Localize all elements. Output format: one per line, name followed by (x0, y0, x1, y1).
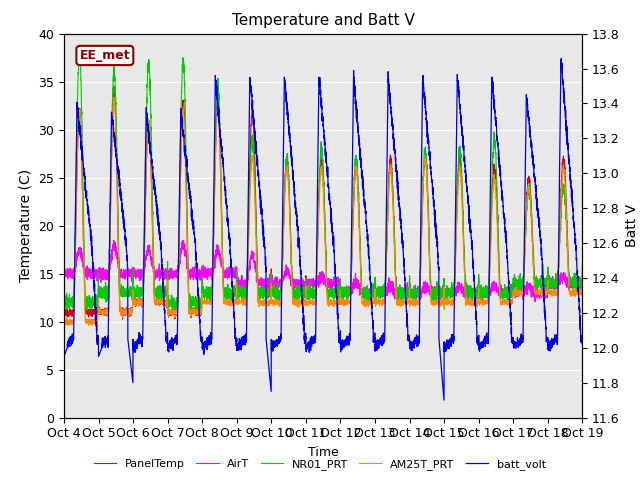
X-axis label: Time: Time (308, 446, 339, 459)
NR01_PRT (60, 302, 68, 308)
AM25T_PRT (154, 300, 161, 306)
NR01_PRT (304, 297, 312, 302)
batt_volt (557, 55, 565, 61)
AirT (468, 288, 476, 294)
PanelTemp (60, 310, 68, 315)
AirT (439, 290, 447, 296)
PanelTemp (469, 288, 477, 293)
NR01_PRT (440, 292, 447, 298)
PanelTemp (440, 293, 447, 299)
Y-axis label: Batt V: Batt V (625, 204, 639, 247)
PanelTemp (411, 292, 419, 298)
batt_volt (579, 335, 586, 340)
AM25T_PRT (440, 302, 447, 308)
AirT (579, 278, 586, 284)
Line: AirT: AirT (64, 240, 582, 301)
batt_volt (410, 336, 418, 342)
batt_volt (60, 354, 68, 360)
PanelTemp (304, 294, 312, 300)
Line: NR01_PRT: NR01_PRT (64, 51, 582, 312)
PanelTemp (578, 277, 586, 283)
AM25T_PRT (578, 287, 586, 292)
Line: PanelTemp: PanelTemp (64, 86, 582, 319)
NR01_PRT (171, 310, 179, 315)
Y-axis label: Temperature (C): Temperature (C) (19, 169, 33, 282)
Line: AM25T_PRT: AM25T_PRT (64, 97, 582, 325)
batt_volt (440, 397, 448, 403)
PanelTemp (579, 263, 586, 268)
AM25T_PRT (411, 301, 419, 307)
Text: EE_met: EE_met (79, 49, 130, 62)
batt_volt (304, 345, 312, 351)
NR01_PRT (411, 292, 419, 298)
AM25T_PRT (110, 94, 118, 100)
AM25T_PRT (85, 323, 93, 328)
AirT (179, 237, 187, 243)
AirT (154, 271, 161, 277)
PanelTemp (119, 316, 127, 322)
Legend: PanelTemp, AirT, NR01_PRT, AM25T_PRT, batt_volt: PanelTemp, AirT, NR01_PRT, AM25T_PRT, ba… (90, 455, 550, 474)
AirT (60, 275, 68, 281)
AM25T_PRT (579, 273, 586, 279)
NR01_PRT (579, 269, 586, 275)
batt_volt (468, 256, 476, 262)
AirT (531, 299, 539, 304)
AM25T_PRT (60, 319, 68, 325)
AirT (578, 276, 586, 281)
NR01_PRT (578, 277, 586, 283)
AirT (304, 280, 312, 286)
NR01_PRT (154, 286, 161, 291)
batt_volt (439, 385, 447, 391)
NR01_PRT (469, 288, 477, 294)
PanelTemp (154, 301, 161, 307)
AM25T_PRT (469, 298, 477, 303)
NR01_PRT (76, 48, 83, 54)
AirT (411, 291, 419, 297)
PanelTemp (110, 84, 118, 89)
batt_volt (578, 334, 586, 340)
Line: batt_volt: batt_volt (64, 58, 582, 400)
batt_volt (154, 206, 161, 212)
Title: Temperature and Batt V: Temperature and Batt V (232, 13, 415, 28)
AM25T_PRT (304, 303, 312, 309)
